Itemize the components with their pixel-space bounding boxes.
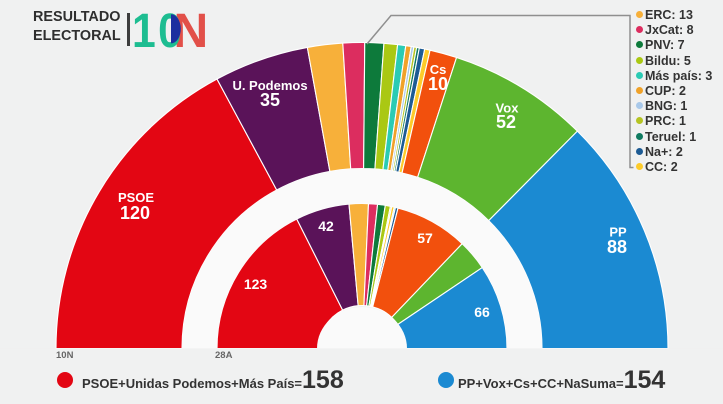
svg-text:66: 66 bbox=[474, 304, 490, 320]
svg-text:Vox: Vox bbox=[496, 101, 520, 116]
svg-text:Cs: Cs bbox=[430, 62, 447, 77]
svg-text:120: 120 bbox=[120, 203, 150, 223]
svg-text:42: 42 bbox=[318, 218, 334, 234]
svg-text:88: 88 bbox=[607, 237, 627, 257]
svg-text:PSOE: PSOE bbox=[118, 190, 154, 205]
svg-text:52: 52 bbox=[496, 112, 516, 132]
svg-text:123: 123 bbox=[244, 276, 268, 292]
svg-text:U. Podemos: U. Podemos bbox=[232, 78, 307, 93]
svg-text:10: 10 bbox=[428, 74, 448, 94]
svg-text:35: 35 bbox=[260, 90, 280, 110]
svg-text:PP: PP bbox=[609, 225, 627, 240]
svg-text:57: 57 bbox=[417, 230, 433, 246]
